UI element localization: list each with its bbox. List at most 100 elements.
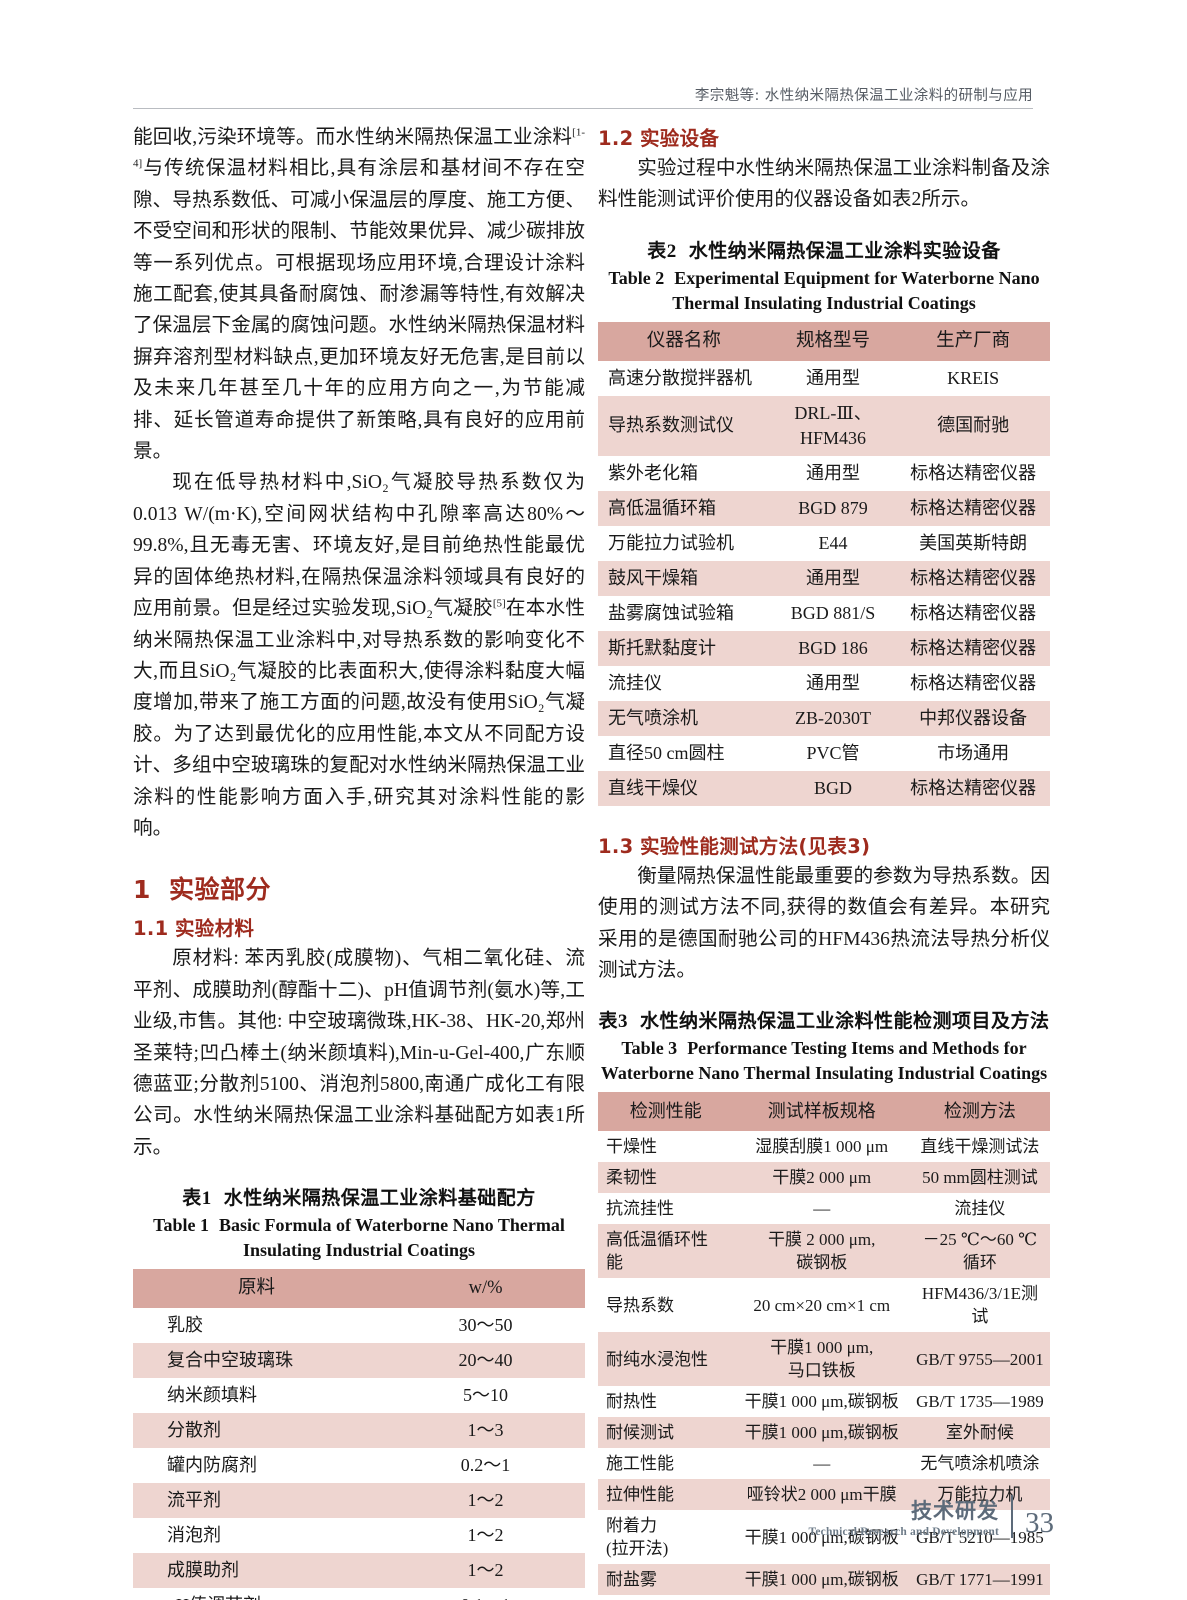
table1-body: 乳胶 30～50 复合中空玻璃珠 20～40 纳米颜填料 5～10 分散剂 1～3 罐内防腐剂 0… (133, 1308, 585, 1600)
table-row-cell: PVC管 (769, 735, 897, 771)
section-heading-1-2: 1.2 实验设备 (598, 122, 1050, 151)
table-row-cell: 干膜1 000 μm, 马口铁板 (733, 1332, 910, 1387)
table-row-cell: 通用型 (769, 665, 897, 701)
table-row-cell: 通用型 (769, 360, 897, 396)
table-row-cell: GB/T 1771—1991 (909, 1564, 1050, 1596)
table-row: 抗流挂性 — 流挂仪 (598, 1193, 1050, 1225)
table-row-cell: 万能拉力机 (909, 1479, 1050, 1511)
table-row: 流平剂 1～2 (133, 1483, 585, 1519)
table-row-cell: 分散剂 (133, 1413, 387, 1449)
table-row-cell: 德国耐驰 (896, 395, 1050, 456)
table-row-cell: 直径50 cm圆柱 (598, 735, 770, 771)
table-row: 高低温循环箱 BGD 879 标格达精密仪器 (598, 490, 1050, 526)
table-row: 无气喷涂机 ZB-2030T 中邦仪器设备 (598, 700, 1050, 736)
table-row-cell: 纳米颜填料 (133, 1378, 387, 1414)
table-row: 耐候测试 干膜1 000 μm,碳钢板 室外耐候 (598, 1417, 1050, 1449)
table3-header-row: 检测性能 测试样板规格 检测方法 (598, 1092, 1050, 1132)
table-experimental-equipment: 仪器名称 规格型号 生产厂商 高速分散搅拌器机 通用型 KREIS 导热系数测试仪 DR… (598, 321, 1050, 806)
table3-header-cell: 检测方法 (909, 1092, 1050, 1132)
table-row-cell: 盐雾腐蚀试验箱 (598, 595, 770, 631)
left-column: 能回收,污染环境等。而水性纳米隔热保温工业涂料[1-4]与传统保温材料相比,具有… (133, 122, 585, 1600)
table2-header-row: 仪器名称 规格型号 生产厂商 (598, 321, 1050, 361)
table-row-cell: 20 cm×20 cm×1 cm (733, 1278, 910, 1333)
table-row-cell: 耐候测试 (598, 1417, 734, 1449)
table1-caption-en: Table 1 Basic Formula of Waterborne Nano … (133, 1213, 585, 1263)
table3-title-cn: 水性纳米隔热保温工业涂料性能检测项目及方法 (640, 1011, 1050, 1033)
table-row-cell: 干燥性 (598, 1131, 734, 1163)
table-row-cell: 无气喷涂机喷涂 (909, 1448, 1050, 1480)
table-row-cell: 1～2 (386, 1483, 585, 1519)
table-row-cell: 高低温循环性能 (598, 1224, 734, 1279)
table-row-cell: 斯托默黏度计 (598, 630, 770, 666)
table-row-cell: 高速分散搅拌器机 (598, 360, 770, 396)
table-row-cell: 标格达精密仪器 (896, 630, 1050, 666)
section-title-1-3: 实验性能测试方法(见表3) (640, 834, 871, 858)
table-row: 成膜助剂 1～2 (133, 1553, 585, 1589)
table1-header-cell: 原料 (133, 1269, 387, 1309)
table3-body: 干燥性 湿膜刮膜1 000 μm 直线干燥测试法 柔韧性 干膜2 000 μm 50 mm… (598, 1131, 1050, 1596)
table-row: 高低温循环性能干膜 2 000 μm, 碳钢板 －25 ℃～60 ℃ 循环 (598, 1224, 1050, 1279)
table-row-cell: 市场通用 (896, 735, 1050, 771)
table1-caption-cn: 表1 水性纳米隔热保温工业涂料基础配方 (133, 1185, 585, 1213)
table-row-cell: 流平剂 (133, 1483, 387, 1519)
section-heading-1-1: 1.1 实验材料 (133, 912, 585, 941)
paragraph-materials: 原材料: 苯丙乳胶(成膜物)、气相二氧化硅、流平剂、成膜助剂(醇酯十二)、pH值… (133, 948, 585, 1158)
table-row: 万能拉力试验机 E44 美国英斯特朗 (598, 525, 1050, 561)
table-row: 直径50 cm圆柱 PVC管 市场通用 (598, 735, 1050, 771)
table1-label-en: Table 1 (153, 1215, 210, 1236)
table2-title-cn: 水性纳米隔热保温工业涂料实验设备 (688, 240, 1001, 262)
table-row-cell: 1～3 (386, 1413, 585, 1449)
table-row: 消泡剂 1～2 (133, 1518, 585, 1554)
table-row-cell: 干膜1 000 μm,碳钢板 (733, 1564, 910, 1596)
table-row-cell: 干膜1 000 μm,碳钢板 (733, 1417, 910, 1449)
table-row-cell: 标格达精密仪器 (896, 455, 1050, 491)
table-row-cell: 1～2 (386, 1518, 585, 1554)
table-row-cell: 5～10 (386, 1378, 585, 1414)
table-row-cell: 施工性能 (598, 1448, 734, 1480)
table1-label-cn: 表1 (182, 1188, 212, 1210)
table-row: 乳胶 30～50 (133, 1308, 585, 1344)
table-row-cell: 耐热性 (598, 1386, 734, 1418)
citation-ref-1-4: [1-4] (133, 126, 585, 170)
table-row-cell: 耐盐雾 (598, 1564, 734, 1596)
footer-section-en: Technical Research and Development (808, 1526, 999, 1538)
table-row-cell: — (733, 1193, 910, 1225)
table-row: 附着力 (拉开法) 干膜1 000 μm,碳钢板 GB/T 5210—1985 (598, 1510, 1050, 1565)
footer-section-cn: 技术研发 (911, 1499, 999, 1523)
table-row-cell: 无气喷涂机 (598, 700, 770, 736)
section-heading-1: 1 实验部分 (133, 870, 585, 906)
table-row-cell: 标格达精密仪器 (896, 490, 1050, 526)
table-row-cell: pH值调节剂 (133, 1588, 387, 1600)
paragraph-test-methods: 衡量隔热保温性能最重要的参数为导热系数。因使用的测试方法不同,获得的数值会有差异… (598, 865, 1050, 982)
table-row-cell: 通用型 (769, 560, 897, 596)
table-row-cell: 乳胶 (133, 1308, 387, 1344)
table-row: 鼓风干燥箱 通用型 标格达精密仪器 (598, 560, 1050, 596)
table-row: 耐纯水浸泡性 干膜1 000 μm, 马口铁板 GB/T 9755—2001 (598, 1332, 1050, 1387)
table-row: 斯托默黏度计 BGD 186 标格达精密仪器 (598, 630, 1050, 666)
table-row-cell: 罐内防腐剂 (133, 1448, 387, 1484)
table-row-cell: 湿膜刮膜1 000 μm (733, 1131, 910, 1163)
table2-header-cell: 仪器名称 (598, 321, 770, 361)
table-row-cell: 拉伸性能 (598, 1479, 734, 1511)
table-row-cell: BGD 879 (769, 490, 897, 526)
table-row-cell: 干膜2 000 μm (733, 1162, 910, 1194)
table3-label-cn: 表3 (598, 1011, 628, 1033)
table-row-cell: 耐纯水浸泡性 (598, 1332, 734, 1387)
table2-head: 仪器名称 规格型号 生产厂商 (598, 321, 1050, 361)
table-row-cell: 紫外老化箱 (598, 455, 770, 491)
table-row-cell: 干膜1 000 μm,碳钢板 (733, 1386, 910, 1418)
table-row: 纳米颜填料 5～10 (133, 1378, 585, 1414)
table-row-cell: 高低温循环箱 (598, 490, 770, 526)
section-number-1-1: 1.1 (133, 917, 169, 941)
table-row: 分散剂 1～3 (133, 1413, 585, 1449)
table3-header-cell: 测试样板规格 (733, 1092, 910, 1132)
table-row-cell: ZB-2030T (769, 700, 897, 736)
table2-header-cell: 规格型号 (769, 321, 897, 361)
table3-caption-cn: 表3 水性纳米隔热保温工业涂料性能检测项目及方法 (598, 1008, 1050, 1036)
table-row-cell: 0.2～1 (386, 1448, 585, 1484)
table1-title-cn: 水性纳米隔热保温工业涂料基础配方 (223, 1188, 536, 1210)
table-row-cell: 直线干燥仪 (598, 770, 770, 806)
citation-ref-5: [5] (492, 597, 506, 610)
table1-header-cell: w/% (386, 1269, 585, 1309)
